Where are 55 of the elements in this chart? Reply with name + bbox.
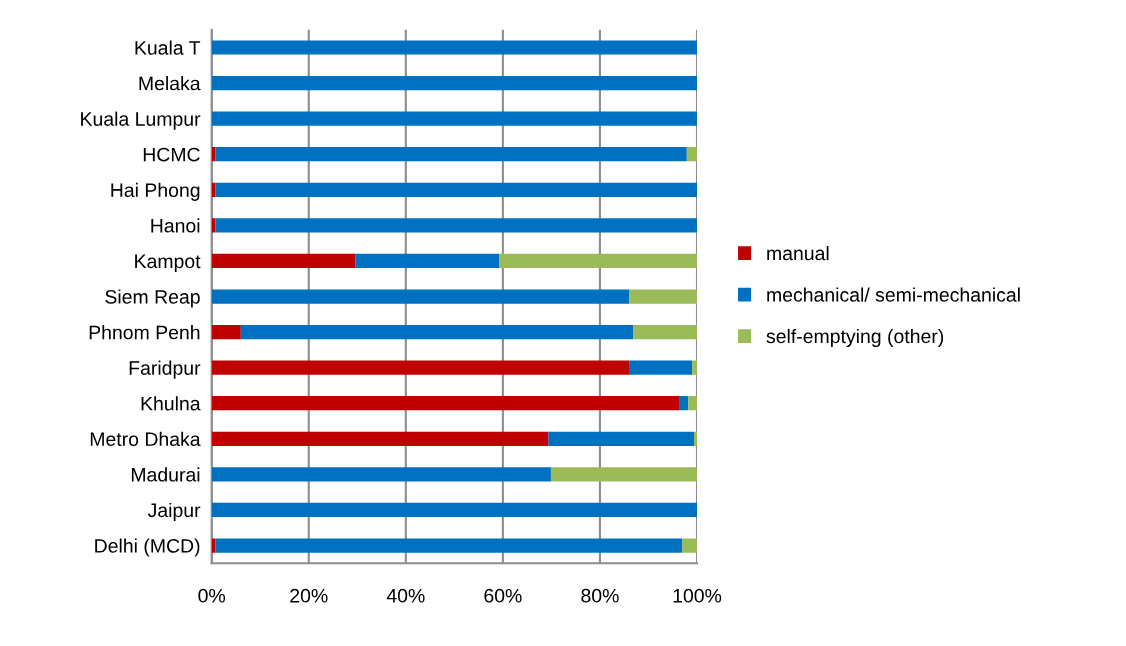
x-tick-label: 20%: [290, 588, 328, 603]
bar: [499, 253, 697, 269]
bar: [211, 502, 697, 518]
y-tick-label: Hai Phong: [111, 182, 200, 201]
y-tick-label: Madurai: [131, 467, 200, 482]
bar: [629, 360, 693, 375]
y-tick-label: Phnom Penh: [89, 325, 200, 340]
bar: [211, 40, 697, 55]
y-tick-label: Hanoi: [151, 218, 200, 233]
x-tick-label: 40%: [386, 588, 425, 603]
x-tick-label: 100%: [673, 588, 722, 603]
bar: [215, 182, 697, 197]
bar: [355, 253, 500, 269]
bar: [211, 253, 356, 269]
bar: [211, 396, 680, 411]
bar: [215, 538, 683, 553]
bar: [629, 289, 697, 304]
x-tick-label: 0%: [198, 588, 226, 603]
legend-label: manual: [767, 245, 829, 261]
bar: [682, 538, 697, 553]
bar: [240, 324, 634, 340]
bar: [211, 182, 216, 197]
y-tick-label: HCMC: [143, 147, 200, 162]
y-tick-label: Jaipur: [147, 502, 201, 522]
y-tick-label: Siem Reap: [105, 289, 200, 308]
bar: [211, 147, 216, 162]
y-tick-label: Kuala Lumpur: [81, 111, 201, 130]
bar: [211, 467, 551, 482]
bar: [211, 75, 697, 91]
y-tick-label: Kampot: [135, 254, 201, 273]
x-tick-label: 60%: [484, 588, 522, 603]
bar: [215, 218, 697, 233]
legend-label: mechanical/ semi-mechanical: [767, 287, 1020, 302]
bar: [688, 396, 697, 411]
bar: [211, 111, 697, 126]
bar: [211, 538, 216, 553]
bar: [215, 147, 687, 162]
x-tick-label: 80%: [581, 588, 619, 603]
y-tick-label: Melaka: [139, 76, 201, 91]
bar: [211, 360, 630, 375]
bar: [548, 431, 695, 446]
bar: [211, 431, 549, 446]
bar: [211, 324, 241, 340]
bar: [550, 467, 697, 482]
y-tick-label: Faridpur: [129, 360, 201, 379]
bar: [679, 396, 689, 411]
y-tick-label: Metro Dhaka: [90, 431, 201, 447]
bar: [633, 324, 697, 340]
bar: [686, 147, 697, 162]
y-tick-label: Khulna: [141, 396, 201, 411]
y-tick-label: Delhi (MCD): [95, 538, 200, 557]
bar: [211, 289, 630, 304]
bar: [211, 218, 216, 233]
y-tick-label: Kuala T: [135, 40, 201, 55]
legend-label: self-emptying (other): [766, 328, 944, 348]
